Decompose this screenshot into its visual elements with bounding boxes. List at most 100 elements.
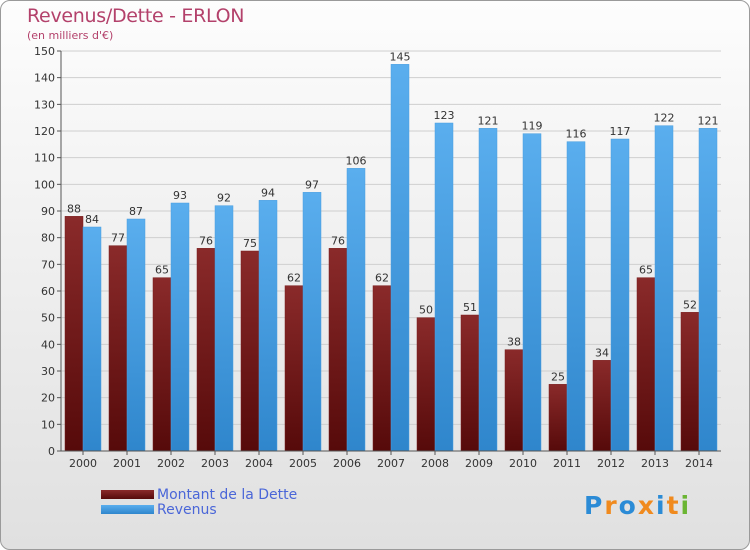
legend-swatch-dette (101, 490, 154, 499)
x-tick-label: 2006 (333, 457, 361, 470)
x-tick-label: 2013 (641, 457, 669, 470)
bars (64, 64, 718, 452)
value-label-revenus: 94 (261, 186, 275, 199)
y-tick-label: 70 (41, 258, 55, 271)
chart-title: Revenus/Dette - ERLON (27, 5, 245, 27)
value-labels: 88 84 77 87 65 93 76 92 75 94 62 97 76 106 62 145 50 123 5… (67, 50, 719, 383)
legend-label-dette: Montant de la Dette (157, 486, 298, 503)
bar-dette (592, 360, 612, 452)
bar-revenus (126, 218, 146, 452)
y-tick-label: 80 (41, 232, 55, 245)
y-tick-label: 20 (41, 392, 55, 405)
y-tick-label: 130 (34, 98, 55, 111)
bar-revenus (654, 125, 674, 452)
value-label-dette: 51 (463, 301, 477, 314)
bar-dette (680, 312, 700, 452)
value-label-revenus: 84 (85, 213, 99, 226)
y-tick-label: 40 (41, 338, 55, 351)
value-label-dette: 62 (375, 272, 389, 285)
bar-dette (416, 317, 436, 452)
logo-letter: P (584, 491, 605, 520)
bar-dette (152, 277, 172, 452)
bar-dette (196, 248, 216, 452)
value-label-dette: 65 (639, 264, 653, 277)
x-tick-label: 2011 (553, 457, 581, 470)
proxiti-logo: Proxiti (584, 491, 691, 520)
x-tick-label: 2001 (113, 457, 141, 470)
value-label-dette: 25 (551, 370, 565, 383)
value-label-revenus: 116 (566, 128, 587, 141)
bar-dette (504, 349, 524, 452)
bar-revenus (522, 133, 542, 452)
chart-subtitle: (en milliers d'€) (27, 29, 114, 42)
value-label-dette: 75 (243, 237, 257, 250)
x-tick-label: 2003 (201, 457, 229, 470)
x-tick-label: 2009 (465, 457, 493, 470)
x-tick-label: 2007 (377, 457, 405, 470)
value-label-dette: 52 (683, 298, 697, 311)
x-tick-label: 2014 (685, 457, 713, 470)
bar-dette (108, 245, 128, 452)
value-label-revenus: 97 (305, 178, 319, 191)
y-tick-label: 0 (48, 445, 55, 458)
legend-item-revenus: Revenus (101, 501, 297, 518)
logo-letter: i (656, 491, 667, 520)
logo-letter: x (637, 491, 656, 520)
logo-letter: i (680, 491, 692, 520)
value-label-revenus: 121 (478, 114, 499, 127)
y-tick-label: 140 (34, 72, 55, 85)
x-tick-label: 2002 (157, 457, 185, 470)
y-tick-label: 100 (34, 178, 55, 191)
legend-swatch-revenus (101, 505, 154, 514)
x-tick-label: 2008 (421, 457, 449, 470)
y-tick-label: 30 (41, 365, 55, 378)
logo-letter: o (618, 491, 638, 520)
bar-revenus (170, 202, 190, 452)
value-label-revenus: 123 (434, 109, 455, 122)
value-label-revenus: 121 (698, 114, 719, 127)
bar-revenus (434, 122, 454, 452)
bar-revenus (566, 141, 586, 452)
value-label-revenus: 93 (173, 189, 187, 202)
bar-revenus (610, 138, 630, 452)
value-label-dette: 77 (111, 232, 125, 245)
value-label-revenus: 92 (217, 192, 231, 205)
y-tick-label: 10 (41, 418, 55, 431)
bar-revenus (82, 226, 102, 452)
bar-revenus (346, 168, 366, 452)
x-tick-label: 2005 (289, 457, 317, 470)
y-tick-label: 110 (34, 152, 55, 165)
value-label-revenus: 87 (129, 205, 143, 218)
value-label-dette: 62 (287, 272, 301, 285)
x-tick-label: 2004 (245, 457, 273, 470)
bar-dette (328, 248, 348, 452)
y-tick-label: 50 (41, 312, 55, 325)
y-tick-label: 60 (41, 285, 55, 298)
bar-revenus (258, 200, 278, 452)
bar-dette (372, 285, 392, 452)
legend-item-dette: Montant de la Dette (101, 486, 298, 503)
value-label-revenus: 122 (654, 112, 675, 125)
value-label-dette: 65 (155, 264, 169, 277)
bar-revenus (390, 64, 410, 452)
value-label-revenus: 145 (390, 50, 411, 63)
x-tick-label: 2000 (69, 457, 97, 470)
logo-letter: r (604, 491, 619, 520)
y-axis: 0 10 20 30 40 50 60 70 80 90 100 110 120 130 140 150 (34, 45, 62, 458)
bar-revenus (478, 128, 498, 452)
y-tick-label: 150 (34, 45, 55, 58)
bar-dette (460, 314, 480, 452)
x-tick-label: 2012 (597, 457, 625, 470)
value-label-dette: 76 (199, 234, 213, 247)
bar-revenus (698, 128, 718, 452)
x-axis: 2000 2001 2002 2003 2004 2005 2006 2007 2008 2009… (61, 450, 721, 470)
value-label-dette: 34 (595, 346, 609, 359)
bar-revenus (302, 192, 322, 452)
value-label-revenus: 119 (522, 120, 543, 133)
legend: Montant de la Dette Revenus (101, 486, 298, 518)
value-label-dette: 76 (331, 234, 345, 247)
bar-dette (240, 250, 260, 452)
legend-label-revenus: Revenus (157, 501, 217, 518)
